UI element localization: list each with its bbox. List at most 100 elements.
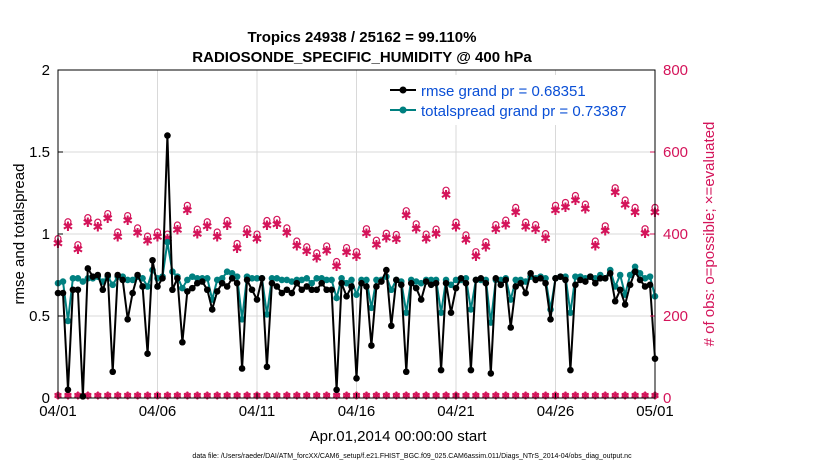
obs-zero-evaluated-point: ✱ (282, 390, 291, 403)
rmse-point (119, 276, 126, 284)
rmse-point (507, 324, 515, 331)
y-left-tick-label: 1.5 (29, 144, 50, 161)
obs-possible-point (442, 186, 450, 194)
obs-evaluated-point: ✱ (550, 204, 561, 219)
x-tick-label: 04/11 (239, 403, 275, 420)
totalspread-point (402, 309, 410, 317)
obs-possible-point (482, 238, 490, 246)
totalspread-point (507, 296, 515, 303)
rmse-point (402, 368, 410, 376)
obs-possible-point (372, 236, 380, 244)
obs-zero-evaluated-point: ✱ (471, 390, 480, 403)
obs-evaluated-point: ✱ (391, 233, 402, 248)
totalspread-point (427, 276, 435, 284)
obs-zero-evaluated-point: ✱ (412, 390, 421, 403)
obs-evaluated-point: ✱ (401, 209, 412, 224)
rmse-point (388, 322, 395, 330)
obs-possible-point (392, 230, 400, 239)
rmse-point (194, 279, 201, 287)
totalspread-point (144, 283, 151, 290)
rmse-point (437, 366, 445, 374)
obs-evaluated-point: ✱ (610, 186, 621, 201)
obs-zero-evaluated-point: ✱ (292, 390, 301, 403)
rmse-point (492, 274, 500, 282)
obs-zero-evaluated-point: ✱ (272, 390, 281, 403)
rmse-point (328, 286, 335, 294)
rmse-point (517, 279, 524, 287)
totalspread-point (447, 281, 455, 289)
obs-possible-point (591, 237, 599, 245)
rmse-point (308, 286, 316, 294)
obs-evaluated-point: ✱ (82, 216, 93, 231)
rmse-point (427, 281, 435, 289)
totalspread-point (129, 276, 136, 284)
obs-zero-evaluated-point: ✱ (193, 390, 202, 403)
rmse-point (397, 281, 405, 289)
x-tick-label: 04/16 (338, 403, 376, 420)
obs-evaluated-point: ✱ (580, 203, 591, 218)
rmse-point (159, 274, 166, 282)
totalspread-point (273, 274, 281, 282)
obs-possible-point (253, 230, 261, 238)
obs-evaluated-point: ✱ (261, 219, 272, 234)
obs-possible-point (233, 239, 241, 248)
obs-zero-evaluated-point: ✱ (362, 390, 371, 403)
legend: rmse grand pr = 0.68351 totalspread gran… (384, 75, 652, 125)
totalspread-point (69, 274, 77, 282)
obs-zero-evaluated-point: ✱ (621, 390, 630, 403)
obs-zero-evaluated-point: ✱ (402, 390, 411, 403)
obs-evaluated-point: ✱ (630, 206, 641, 221)
rmse-point (547, 315, 554, 323)
obs-evaluated-point: ✱ (441, 189, 452, 204)
rmse-point (482, 279, 490, 287)
rmse-point (174, 274, 181, 282)
obs-possible-point (153, 228, 162, 236)
rmse-point (273, 283, 281, 290)
rmse-point (278, 289, 286, 297)
totalspread-point (542, 274, 549, 282)
y-left-tick-label: 0.5 (29, 308, 50, 325)
rmse-point (154, 283, 161, 290)
rmse-point (74, 286, 82, 294)
obs-zero-evaluated-point: ✱ (561, 390, 570, 403)
totalspread-point (74, 274, 82, 282)
totalspread-point (124, 276, 131, 284)
totalspread-point (308, 279, 316, 287)
y-left-tick-label: 0 (42, 390, 50, 407)
rmse-point (631, 268, 639, 276)
obs-evaluated-point: ✱ (202, 220, 213, 235)
totalspread-point (328, 276, 335, 284)
obs-evaluated-point: ✱ (361, 227, 372, 242)
obs-zero-evaluated-point: ✱ (223, 390, 232, 403)
obs-evaluated-point: ✱ (600, 224, 611, 239)
obs-evaluated-point: ✱ (311, 251, 322, 266)
rmse-point (537, 274, 544, 282)
totalspread-point (233, 273, 241, 280)
obs-possible-point (402, 207, 410, 215)
rmse-point (592, 279, 599, 287)
obs-zero-evaluated-point: ✱ (232, 390, 241, 403)
totalspread-point (194, 274, 201, 282)
obs-zero-evaluated-point: ✱ (431, 390, 440, 403)
rmse-point (228, 274, 236, 282)
obs-zero-evaluated-point: ✱ (93, 390, 102, 403)
obs-evaluated-point: ✱ (331, 260, 342, 275)
obs-evaluated-point: ✱ (291, 239, 302, 254)
obs-zero-evaluated-point: ✱ (441, 390, 450, 403)
rmse-point (169, 286, 176, 294)
obs-zero-evaluated-point: ✱ (521, 390, 530, 403)
rmse-point (472, 276, 480, 284)
rmse-point (268, 279, 276, 287)
rmse-point (412, 284, 420, 292)
obs-evaluated-point: ✱ (451, 221, 462, 236)
data-file-footnote: data file: /Users/raeder/DAI/ATM_forcXX/… (192, 453, 632, 460)
obs-zero-evaluated-point: ✱ (392, 390, 401, 403)
totalspread-point (228, 270, 236, 277)
obs-zero-evaluated-point: ✱ (382, 390, 391, 403)
obs-evaluated-point: ✱ (480, 240, 491, 255)
obs-evaluated-point: ✱ (152, 230, 163, 245)
rmse-point (636, 276, 644, 284)
obs-possible-point (223, 216, 231, 225)
obs-possible-point (263, 216, 271, 225)
rmse-point (522, 289, 529, 297)
